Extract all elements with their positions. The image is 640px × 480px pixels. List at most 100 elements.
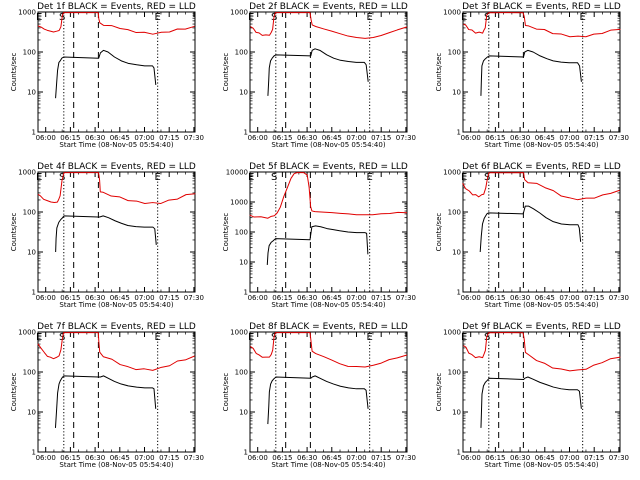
series-events-black <box>54 375 157 428</box>
plot-frame <box>37 11 196 133</box>
x-axis-label: Start Time (08-Nov-05 05:54:40) <box>271 461 385 469</box>
marker-e-left: E <box>461 332 467 343</box>
y-axis-label: Counts/sec <box>10 53 18 92</box>
y-tick-label: 10 <box>452 89 461 97</box>
panel-title: Det 5f BLACK = Events, RED = LLD <box>249 162 408 172</box>
series-events-black <box>480 49 582 96</box>
x-tick-label: 07:00 <box>346 294 366 302</box>
x-tick-label: 06:00 <box>248 294 268 302</box>
y-tick-label: 1 <box>244 129 248 137</box>
y-tick-label: 1000 <box>230 329 248 337</box>
x-tick-label: 06:30 <box>510 134 530 142</box>
x-tick-label: 06:30 <box>297 134 317 142</box>
series-lld-red <box>249 332 408 368</box>
x-tick-label: 06:30 <box>85 134 105 142</box>
panel-title: Det 6f BLACK = Events, RED = LLD <box>462 162 621 172</box>
y-tick-label: 100 <box>23 369 36 377</box>
x-axis-label: Start Time (08-Nov-05 05:54:40) <box>271 301 385 309</box>
x-tick-label: 06:15 <box>485 454 505 462</box>
y-tick-label: 10 <box>452 249 461 257</box>
plot-frame <box>249 171 408 293</box>
x-tick-label: 07:30 <box>396 294 416 302</box>
panel-det-5: Det 5f BLACK = Events, RED = LLD 1 10 100 10… <box>222 162 416 309</box>
y-tick-label: 1 <box>244 289 248 297</box>
x-axis-label: Start Time (08-Nov-05 05:54:40) <box>59 141 173 149</box>
marker-e-left: E <box>36 12 42 23</box>
y-axis-label: Counts/sec <box>10 373 18 412</box>
x-tick-label: 07:00 <box>559 134 579 142</box>
panel-det-3: Det 3f BLACK = Events, RED = LLD 1 10 100 10… <box>435 2 629 149</box>
y-tick-label: 1000 <box>18 329 36 337</box>
series-lld-red <box>37 172 196 205</box>
x-tick-label: 06:45 <box>110 454 130 462</box>
marker-e-right: E <box>367 172 373 183</box>
y-tick-label: 1000 <box>18 169 36 177</box>
x-tick-label: 07:30 <box>609 134 629 142</box>
x-axis-label: Start Time (08-Nov-05 05:54:40) <box>484 301 598 309</box>
x-tick-label: 06:00 <box>248 454 268 462</box>
x-axis-label: Start Time (08-Nov-05 05:54:40) <box>59 461 173 469</box>
x-tick-label: 06:00 <box>461 454 481 462</box>
y-axis-label: Counts/sec <box>222 53 230 92</box>
y-axis-label: Counts/sec <box>435 373 443 412</box>
panel-det-7: Det 7f BLACK = Events, RED = LLD 1 10 100 10… <box>10 322 204 469</box>
marker-s: S <box>484 12 490 23</box>
y-tick-label: 1000 <box>443 329 461 337</box>
x-tick-label: 06:30 <box>510 294 530 302</box>
plot-frame <box>462 331 621 453</box>
y-tick-label: 1 <box>457 289 461 297</box>
y-tick-label: 1000 <box>18 9 36 17</box>
y-tick-label: 100 <box>235 229 248 237</box>
x-tick-label: 06:30 <box>297 294 317 302</box>
x-tick-label: 06:00 <box>248 134 268 142</box>
x-tick-label: 07:30 <box>609 294 629 302</box>
x-tick-label: 07:15 <box>584 134 604 142</box>
panel-title: Det 9f BLACK = Events, RED = LLD <box>462 322 621 332</box>
x-tick-label: 07:15 <box>371 294 391 302</box>
plot-frame <box>37 171 196 293</box>
x-tick-label: 07:15 <box>159 294 179 302</box>
plot-frame <box>249 331 408 453</box>
y-tick-label: 1 <box>32 449 36 457</box>
series-events-black <box>55 215 157 253</box>
x-tick-label: 06:45 <box>110 134 130 142</box>
y-tick-label: 100 <box>448 369 461 377</box>
x-tick-label: 07:30 <box>184 454 204 462</box>
x-tick-label: 06:45 <box>535 294 555 302</box>
y-tick-label: 100 <box>235 369 248 377</box>
panel-title: Det 2f BLACK = Events, RED = LLD <box>249 2 408 12</box>
x-tick-label: 06:00 <box>36 454 56 462</box>
x-tick-label: 07:30 <box>184 134 204 142</box>
y-tick-label: 10 <box>239 259 248 267</box>
x-tick-label: 07:00 <box>134 294 154 302</box>
marker-s: S <box>271 172 277 183</box>
marker-e-right: E <box>155 172 161 183</box>
x-tick-label: 07:00 <box>346 134 366 142</box>
panel-det-4: Det 4f BLACK = Events, RED = LLD 1 10 100 10… <box>10 162 204 309</box>
x-tick-label: 07:15 <box>371 454 391 462</box>
x-tick-label: 06:45 <box>322 294 342 302</box>
x-tick-label: 06:45 <box>322 454 342 462</box>
x-tick-label: 06:30 <box>510 454 530 462</box>
series-events-black <box>267 375 369 425</box>
y-tick-label: 1 <box>32 289 36 297</box>
x-axis-label: Start Time (08-Nov-05 05:54:40) <box>271 141 385 149</box>
x-tick-label: 07:00 <box>559 294 579 302</box>
x-tick-label: 06:00 <box>461 294 481 302</box>
x-tick-label: 06:15 <box>485 294 505 302</box>
series-lld-red <box>462 172 620 201</box>
plot-frame <box>37 331 196 453</box>
marker-e-right: E <box>580 172 586 183</box>
y-axis-label: Counts/sec <box>222 373 230 412</box>
y-tick-label: 1 <box>244 449 248 457</box>
series-events-black <box>267 48 369 96</box>
plot-frame <box>249 11 408 133</box>
x-tick-label: 06:15 <box>272 454 292 462</box>
panel-title: Det 8f BLACK = Events, RED = LLD <box>249 322 408 332</box>
x-tick-label: 07:15 <box>159 454 179 462</box>
y-tick-label: 100 <box>23 209 36 217</box>
x-tick-label: 06:15 <box>485 134 505 142</box>
x-tick-label: 06:00 <box>461 134 481 142</box>
panel-det-6: Det 6f BLACK = Events, RED = LLD 1 10 100 10… <box>435 162 629 309</box>
marker-e-left: E <box>248 172 254 183</box>
